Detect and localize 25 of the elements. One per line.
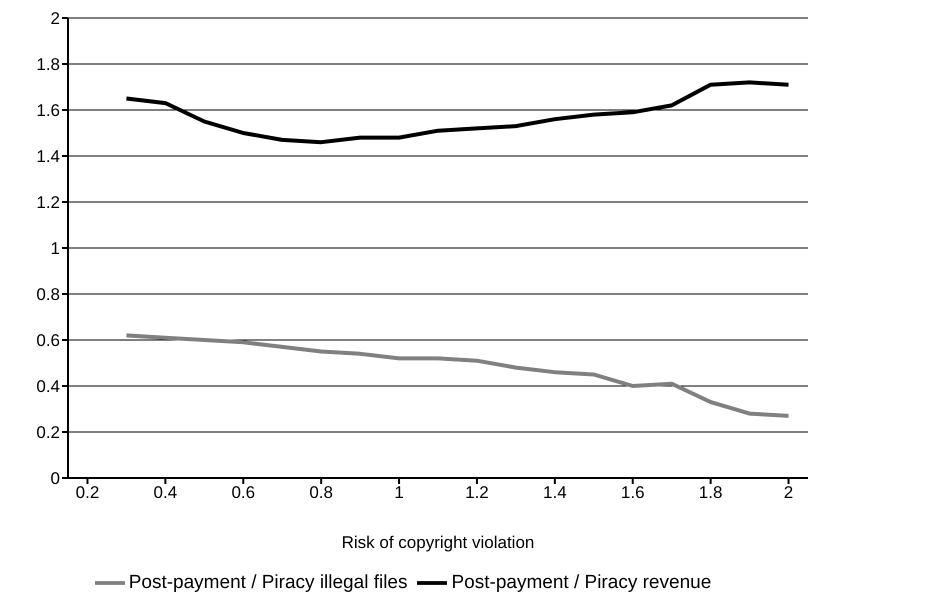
legend-label: Post-payment / Piracy illegal files — [128, 572, 408, 594]
legend-label: Post-payment / Piracy revenue — [451, 572, 712, 594]
x-tick-label: 2 — [784, 483, 794, 502]
y-tick-label: 1 — [50, 239, 60, 258]
x-tick-label: 0.6 — [231, 483, 256, 502]
x-tick-label: 0.4 — [154, 483, 178, 502]
y-tick-label: 1.4 — [36, 147, 60, 166]
y-tick-label: 0.4 — [36, 377, 60, 396]
x-tick-label: 0.2 — [76, 483, 100, 502]
x-tick-label: 0.8 — [309, 483, 333, 502]
y-tick-label: 1.2 — [36, 193, 60, 212]
x-tick-label: 1.8 — [698, 483, 722, 502]
y-tick-label: 0 — [50, 469, 60, 488]
y-tick-label: 1.8 — [36, 55, 60, 74]
line-series — [124, 333, 791, 418]
x-axis-title: Risk of copyright violation — [342, 533, 534, 552]
x-tick-label: 1.4 — [543, 483, 567, 502]
y-tick-label: 0.2 — [36, 423, 60, 442]
y-tick-label: 0.6 — [36, 331, 60, 350]
x-tick-label: 1.6 — [620, 483, 645, 502]
x-tick-label: 1.2 — [465, 483, 489, 502]
x-tick-label: 1 — [394, 483, 404, 502]
y-tick-label: 2 — [50, 9, 60, 28]
y-tick-label: 1.6 — [36, 101, 60, 120]
y-tick-label: 0.8 — [36, 285, 60, 304]
